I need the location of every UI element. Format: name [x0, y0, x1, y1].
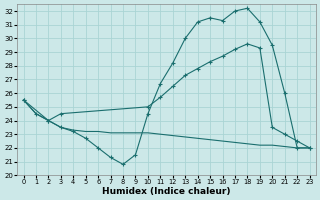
X-axis label: Humidex (Indice chaleur): Humidex (Indice chaleur) [102, 187, 231, 196]
